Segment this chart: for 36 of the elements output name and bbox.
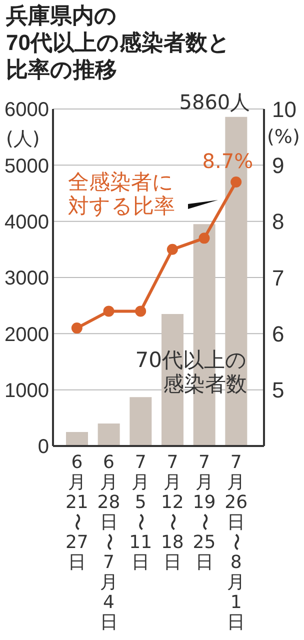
x-tick-label: 7月12〜18日 (160, 452, 184, 573)
point (135, 306, 146, 317)
point (230, 176, 242, 188)
data-label: 8.7% (202, 149, 254, 174)
y-tick-label: 1000 (4, 380, 49, 402)
y-tick-label: 4000 (4, 211, 49, 234)
y2-tick-label: 6 (272, 321, 284, 346)
category-label: 6月28日〜7月4日 (97, 452, 120, 633)
y2-tick-label: 10 (272, 96, 296, 122)
point (198, 232, 210, 244)
chart-subtitle: 70代以上の感染者数と比率の推移 (6, 29, 232, 83)
y2-tick-label: 7 (272, 265, 284, 290)
y-tick-label: 6000 (4, 99, 49, 122)
y2-tick-label: 5 (272, 378, 284, 403)
y-tick-label: 5000 (4, 155, 49, 178)
point (103, 306, 114, 317)
y-axis-title: (人) (6, 127, 40, 152)
x-tick-label: 6月21〜27日 (65, 452, 88, 573)
x-tick-label: 7月5〜11日 (129, 452, 152, 573)
series-label: 70代以上の感染者数 (134, 348, 247, 396)
y2-axis-title: (%) (267, 126, 300, 148)
y-tick-label: 0 (38, 436, 49, 458)
x-tick-label: 7月19〜25日 (192, 452, 216, 573)
bar (130, 397, 152, 446)
chart-title: 兵庫県内の (6, 2, 118, 29)
y2-tick-label: 9 (272, 152, 284, 178)
bar (98, 424, 120, 446)
y-tick-label: 2000 (4, 324, 49, 346)
bar (66, 432, 88, 446)
series-label: 全感染者に対する比率 (68, 170, 180, 218)
category-label: 7月26日〜8月1日 (224, 452, 248, 633)
y-tick-label: 3000 (4, 268, 49, 290)
point (71, 322, 82, 334)
data-label: 5860人 (179, 90, 250, 114)
y2-tick-label: 8 (272, 209, 284, 234)
point (166, 244, 178, 255)
